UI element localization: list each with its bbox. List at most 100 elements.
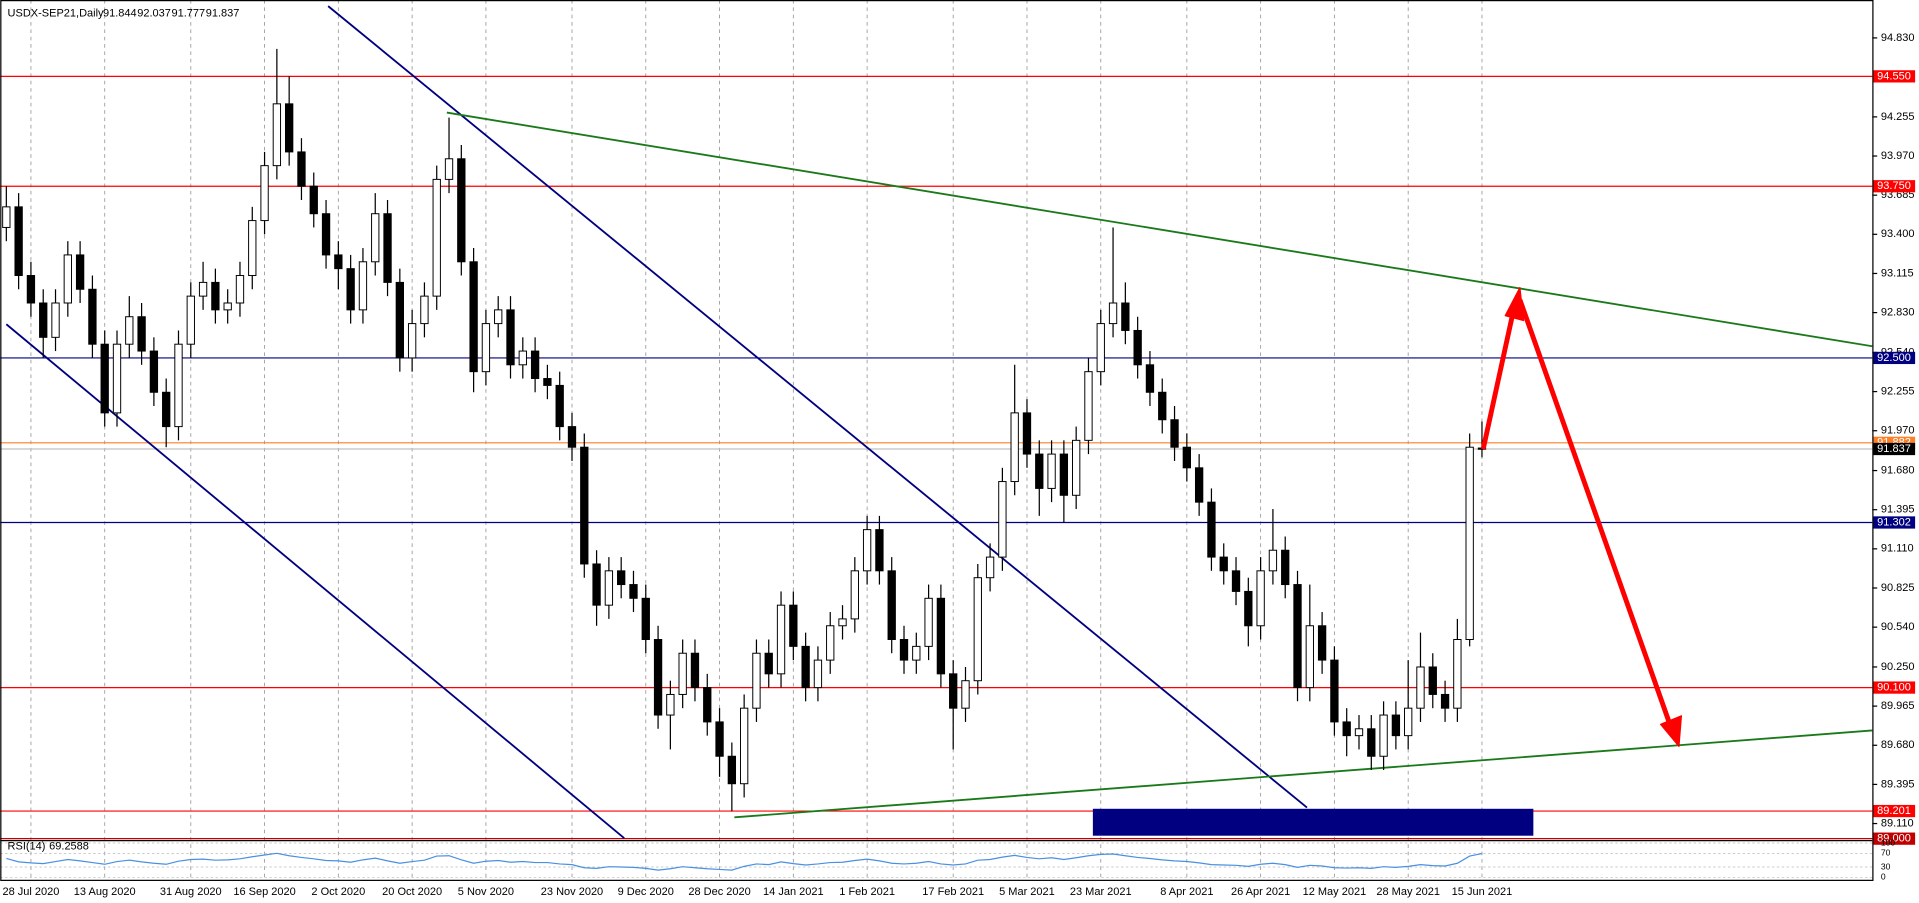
x-tick-label: 5 Mar 2021 — [999, 886, 1055, 898]
candle-body — [530, 350, 540, 380]
arrow — [1480, 302, 1518, 450]
candle-body — [1096, 323, 1105, 373]
candle-body — [629, 584, 638, 599]
candle-body — [112, 343, 122, 414]
y-tick-label: 94.830 — [1881, 32, 1915, 44]
candle-body — [580, 446, 589, 565]
candle-body — [297, 151, 306, 187]
candle-body — [752, 652, 761, 709]
y-tick-label: 89.395 — [1881, 778, 1915, 790]
candle-body — [789, 604, 798, 647]
candle-body — [739, 707, 749, 785]
level-label: 93.750 — [1877, 180, 1911, 192]
x-tick-label: 16 Sep 2020 — [233, 886, 295, 898]
x-tick-label: 15 Jun 2021 — [1452, 886, 1513, 898]
y-tick-label: 93.970 — [1881, 150, 1915, 162]
candle-body — [420, 295, 429, 325]
forecast-arrows — [1480, 286, 1683, 747]
rsi-line — [6, 852, 1483, 871]
header: USDX-SEP21,Daily 91.844 92.037 91.777 91… — [8, 7, 240, 852]
candle-body — [875, 529, 884, 572]
candle-body — [567, 426, 577, 448]
candle-body — [125, 316, 134, 345]
candle-body — [543, 378, 552, 386]
candle-body — [703, 687, 712, 723]
candle-body — [518, 350, 527, 366]
open-value: 91.844 — [103, 7, 137, 19]
candle-body — [850, 570, 859, 620]
y-tick-label: 93.400 — [1881, 228, 1915, 240]
candle-body — [1440, 693, 1450, 709]
candle-body — [346, 268, 355, 311]
candle-body — [715, 721, 724, 757]
candle-body — [383, 213, 392, 283]
candle-body — [924, 597, 933, 647]
candle-body — [272, 103, 282, 167]
x-tick-label: 28 May 2021 — [1376, 886, 1440, 898]
frame — [0, 0, 1874, 881]
candle-body — [321, 213, 331, 256]
level-label: 89.000 — [1877, 833, 1911, 845]
candle-body — [592, 563, 601, 606]
channel-line — [327, 5, 1308, 809]
current-price-box — [1873, 442, 1916, 456]
candle-body — [985, 556, 995, 579]
y-tick-label: 93.115 — [1881, 267, 1914, 279]
rsi-value: 69.2588 — [49, 841, 89, 853]
y-tick-label: 94.255 — [1881, 111, 1915, 123]
candle-body — [1022, 412, 1032, 455]
candle-body — [26, 275, 36, 304]
y-tick-label: 92.255 — [1881, 385, 1915, 397]
candle-body — [1367, 728, 1376, 757]
candle-body — [690, 652, 700, 689]
x-tick-label: 9 Dec 2020 — [618, 886, 674, 898]
candle-body — [1416, 666, 1425, 709]
y-tick-label: 90.250 — [1881, 661, 1915, 673]
x-tick-label: 28 Dec 2020 — [688, 886, 750, 898]
current-price-label: 91.837 — [1877, 443, 1911, 455]
candle-body — [678, 652, 687, 695]
candle-body — [1158, 391, 1167, 421]
candle-body — [1170, 419, 1179, 448]
level-label-box — [1873, 70, 1916, 83]
candle-body — [1428, 666, 1437, 695]
y-tick-label: 89.110 — [1881, 817, 1914, 829]
levels — [0, 75, 1873, 840]
candle-body — [149, 350, 159, 393]
candle-body — [407, 323, 417, 359]
candle-body — [949, 673, 958, 709]
candle-body — [862, 529, 872, 572]
candle-body — [1256, 570, 1265, 627]
candle-body — [2, 206, 11, 228]
candle-body — [457, 158, 466, 263]
candle-body — [1059, 453, 1069, 496]
y-tick-label: 89.965 — [1881, 700, 1915, 712]
level-label: 91.302 — [1877, 516, 1911, 528]
y-tick-label: 91.110 — [1881, 543, 1914, 555]
x-tick-label: 28 Jul 2020 — [2, 886, 59, 898]
candle-body — [75, 254, 85, 290]
arrow — [1517, 298, 1674, 731]
candle-body — [494, 309, 503, 325]
candle-body — [371, 213, 380, 263]
candle-body — [248, 220, 257, 277]
candle-body — [358, 261, 368, 311]
candle-body — [432, 178, 441, 297]
candle-body — [186, 295, 195, 345]
candle-body — [235, 275, 245, 304]
y-tick-label: 90.825 — [1881, 582, 1915, 594]
zone — [1092, 808, 1534, 836]
candle-body — [887, 570, 896, 640]
level-label-box — [1873, 516, 1916, 529]
candle-body — [481, 323, 491, 373]
level-label: 92.500 — [1877, 352, 1911, 364]
x-tick-label: 20 Oct 2020 — [382, 886, 442, 898]
candle-body — [1293, 584, 1302, 689]
candle-body — [604, 570, 614, 606]
candle-body — [1133, 329, 1142, 366]
candle-body — [198, 281, 208, 297]
candle-body — [653, 639, 663, 716]
x-tick-label: 2 Oct 2020 — [311, 886, 365, 898]
rsi-name: RSI(14) — [8, 841, 46, 853]
